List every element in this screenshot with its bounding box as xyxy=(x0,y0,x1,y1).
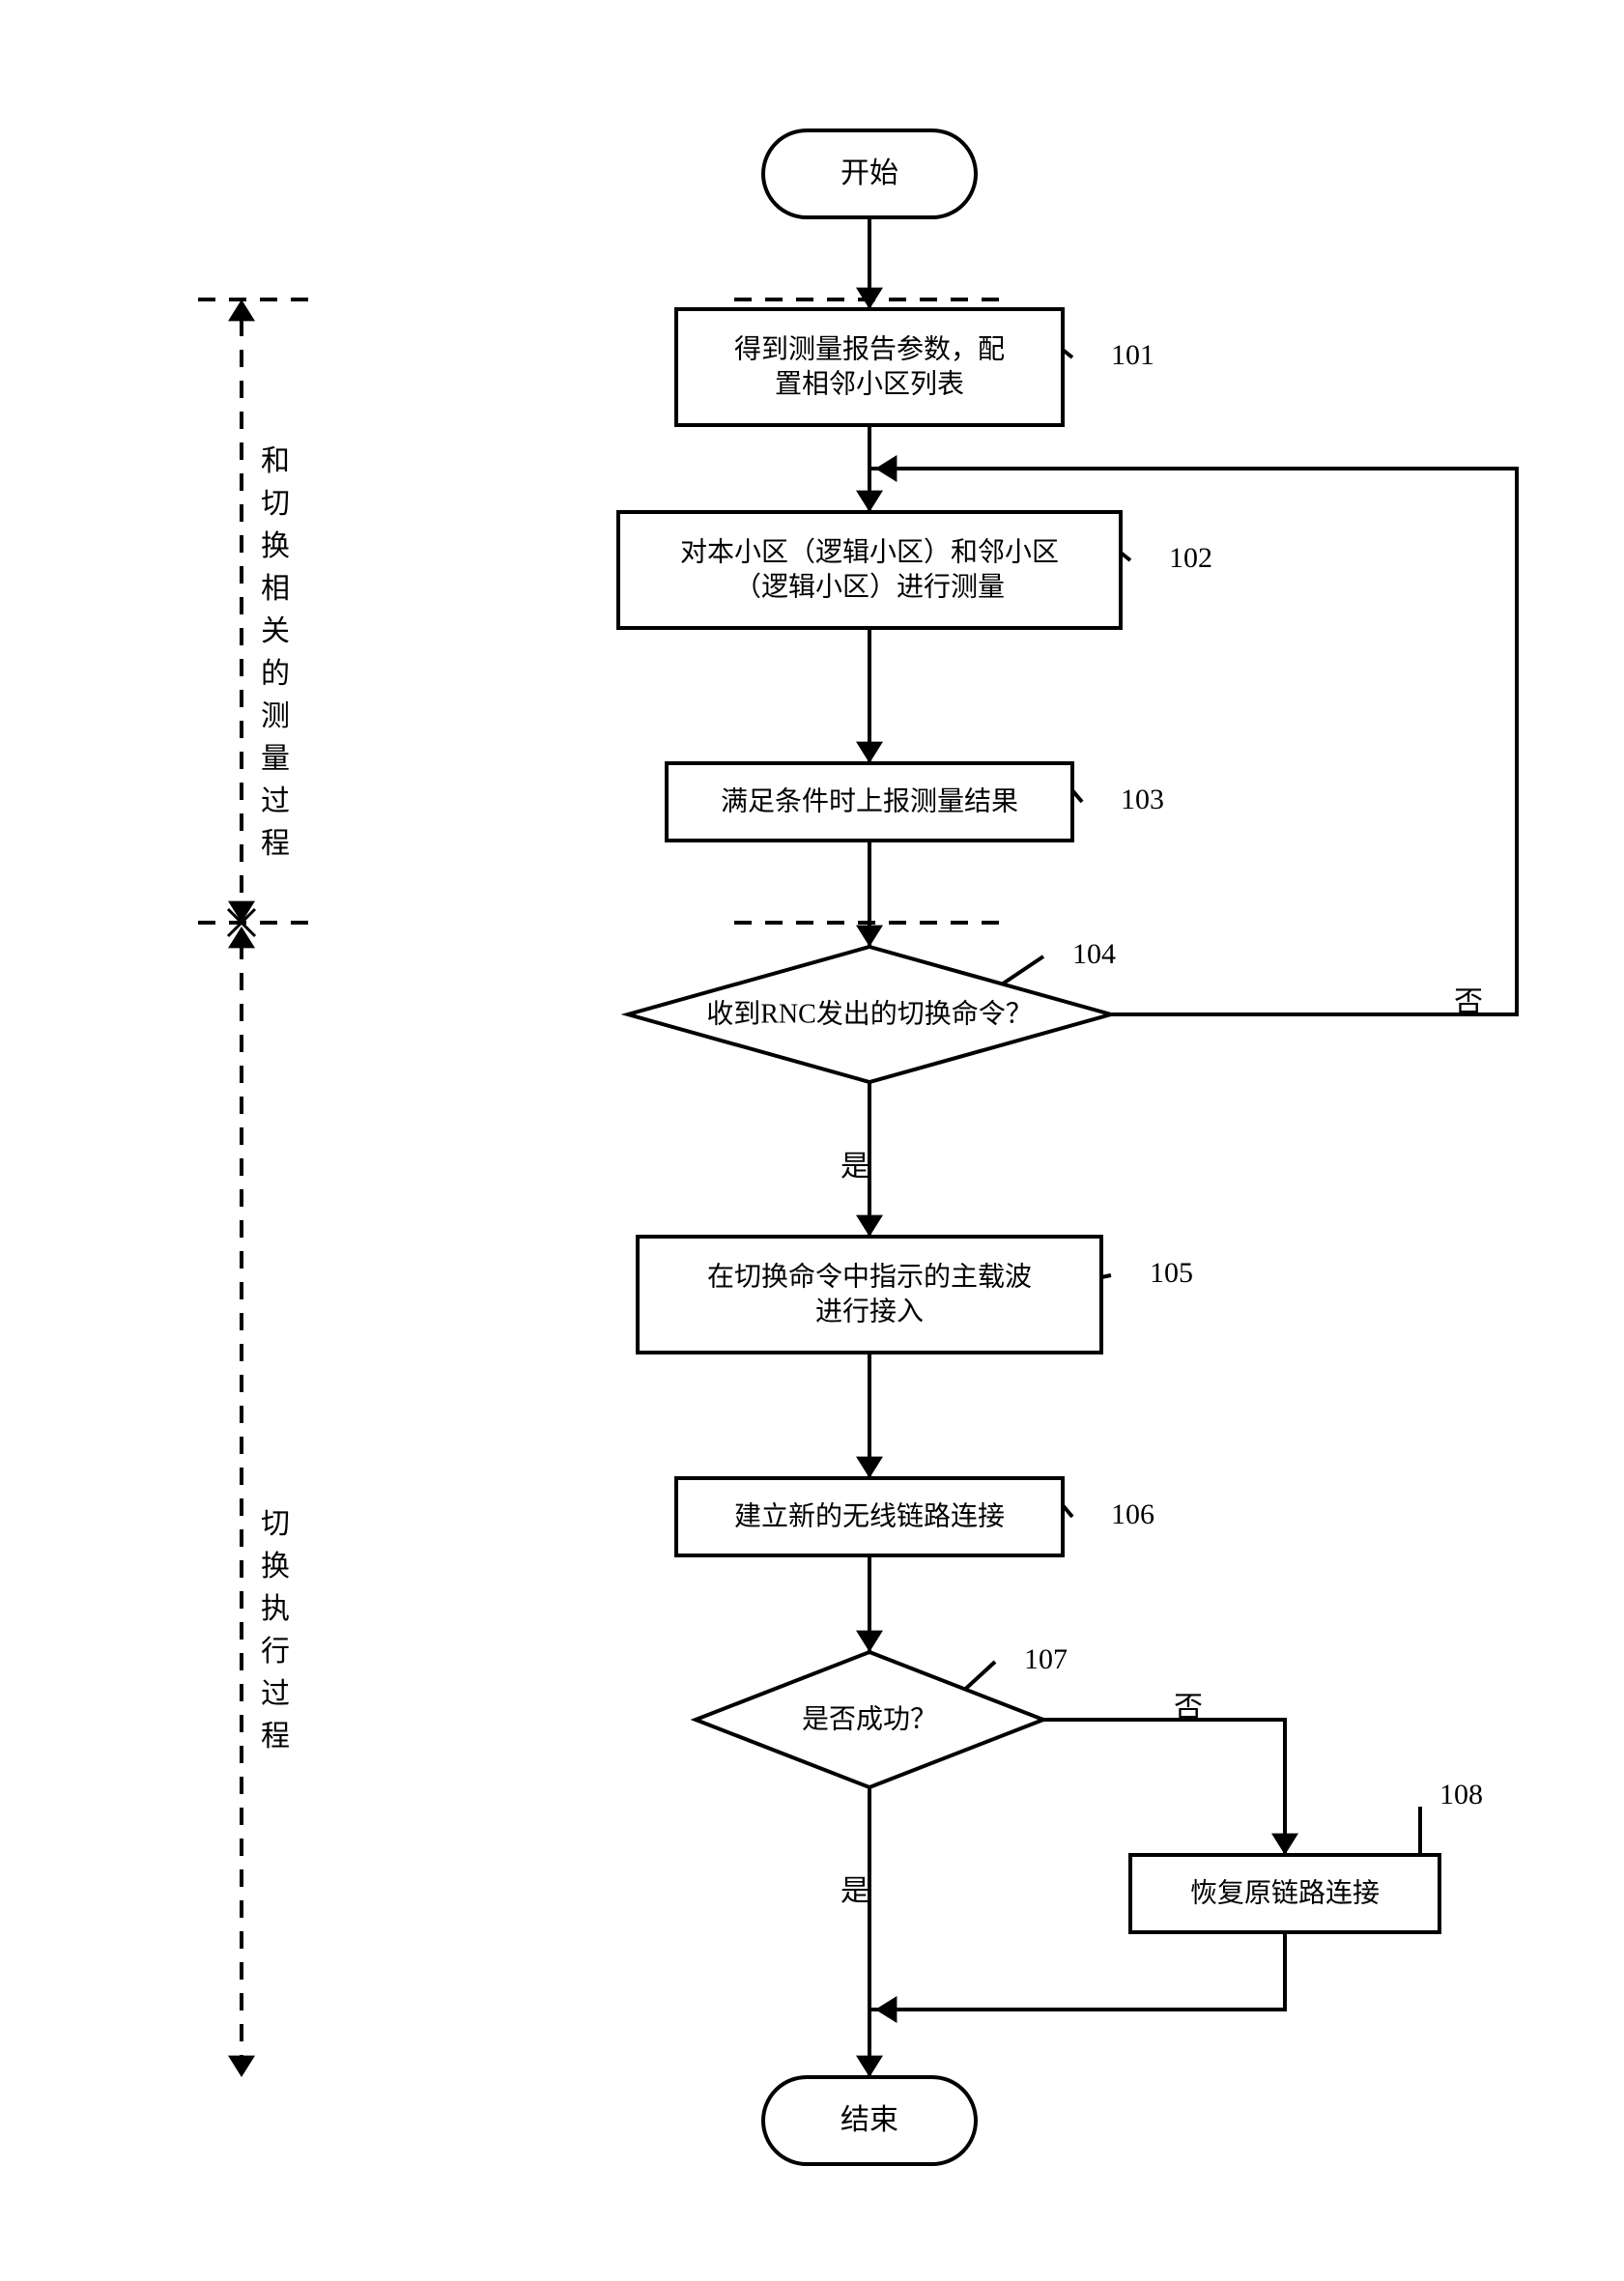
box-101-label: 101 xyxy=(1111,339,1154,371)
diamond-107-text: 是否成功？ xyxy=(802,1703,937,1734)
box-106-line-0: 建立新的无线链路连接 xyxy=(734,1500,1005,1531)
box-105-label: 105 xyxy=(1150,1257,1193,1289)
arrow-head xyxy=(228,2056,255,2077)
diamond-107-label: 107 xyxy=(1024,1643,1068,1675)
phase2-label-5: 程 xyxy=(261,1721,290,1753)
arrow-head xyxy=(856,1457,883,1478)
arrow-head xyxy=(228,927,255,948)
diamond-104-yes: 是 xyxy=(840,1151,869,1183)
phase2-label-0: 切 xyxy=(261,1508,290,1540)
box-106-label: 106 xyxy=(1111,1498,1154,1530)
box-102-line-0: 对本小区（逻辑小区）和邻小区 xyxy=(680,536,1059,567)
phase1-label-6: 测 xyxy=(261,700,290,732)
box-105 xyxy=(638,1237,1101,1353)
phase2-label-4: 过 xyxy=(261,1678,290,1710)
phase1-label-7: 量 xyxy=(261,743,290,775)
edge xyxy=(869,1932,1285,2010)
arrow-head xyxy=(856,491,883,512)
diamond-104-text: 收到RNC发出的切换命令？ xyxy=(706,998,1033,1029)
edge xyxy=(965,1662,995,1690)
box-102 xyxy=(618,512,1121,628)
box-105-line-1: 进行接入 xyxy=(815,1296,924,1326)
box-101-line-0: 得到测量报告参数，配 xyxy=(734,333,1005,364)
phase2-label-3: 行 xyxy=(261,1636,290,1668)
end-terminal-text: 结束 xyxy=(840,2104,898,2136)
box-103-label: 103 xyxy=(1121,784,1164,815)
arrow-head xyxy=(856,2056,883,2077)
phase1-label-0: 和 xyxy=(261,445,290,477)
diamond-107-yes: 是 xyxy=(840,1875,869,1907)
arrow-head xyxy=(875,455,897,482)
arrow-head xyxy=(875,1996,897,2023)
phase1-label-4: 关 xyxy=(261,615,290,647)
arrow-head xyxy=(228,299,255,321)
box-108-label: 108 xyxy=(1439,1779,1483,1811)
box-103-line-0: 满足条件时上报测量结果 xyxy=(721,785,1018,816)
arrow-head xyxy=(856,742,883,763)
box-108-line-0: 恢复原链路连接 xyxy=(1190,1877,1380,1908)
start-terminal-text: 开始 xyxy=(840,157,898,189)
box-102-label: 102 xyxy=(1169,542,1212,574)
phase1-label-3: 相 xyxy=(261,573,290,605)
arrow-head xyxy=(856,926,883,947)
arrow-head xyxy=(856,1631,883,1652)
arrow-head xyxy=(1271,1834,1298,1855)
box-102-line-1: （逻辑小区）进行测量 xyxy=(734,571,1005,602)
phase2-label-2: 执 xyxy=(261,1593,290,1625)
phase1-label-5: 的 xyxy=(261,658,290,690)
box-105-line-0: 在切换命令中指示的主载波 xyxy=(707,1261,1032,1292)
phase1-label-8: 过 xyxy=(261,785,290,817)
arrow-head xyxy=(856,1215,883,1237)
edge xyxy=(1003,956,1044,984)
diamond-104-label: 104 xyxy=(1072,938,1116,970)
edge xyxy=(1101,1275,1111,1277)
phase2-label-1: 换 xyxy=(261,1551,290,1582)
edge xyxy=(1043,1720,1285,1855)
phase1-label-1: 切 xyxy=(261,488,290,520)
box-101-line-1: 置相邻小区列表 xyxy=(775,368,964,399)
box-101 xyxy=(676,309,1063,425)
phase1-label-9: 程 xyxy=(261,828,290,860)
phase1-label-2: 换 xyxy=(261,530,290,562)
